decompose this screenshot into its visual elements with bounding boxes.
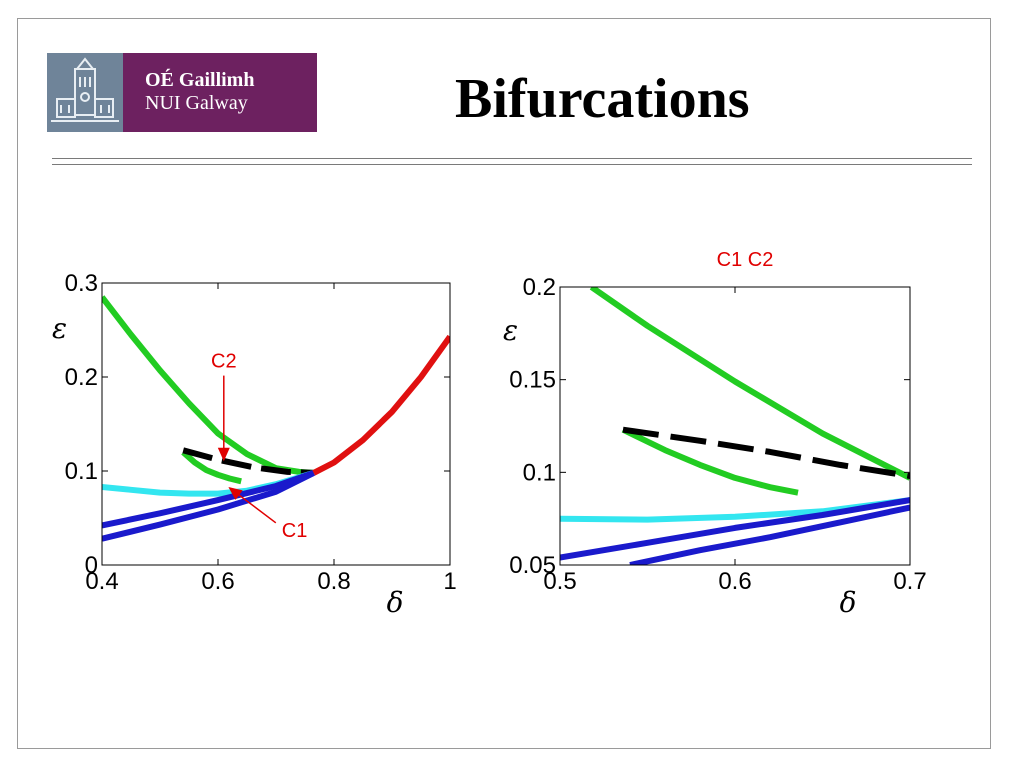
logo-line2: NUI Galway bbox=[145, 92, 248, 114]
series-line-blue-6 bbox=[629, 504, 910, 565]
annotation-c1: C1 bbox=[282, 520, 308, 542]
logo-text: OÉ Gaillimh NUI Galway bbox=[123, 53, 317, 132]
y-tick-label: 0.2 bbox=[65, 364, 98, 391]
chart-1: 0.4 0.6 0.8 1 0 0.1 0.2 0.3 δ ε C2 C1 bbox=[52, 270, 457, 619]
series-group bbox=[102, 295, 450, 542]
x-tick-label: 0.6 bbox=[201, 568, 234, 595]
x-tick-label: 0.8 bbox=[317, 568, 350, 595]
y-tick-label: 0.1 bbox=[65, 458, 98, 485]
slide-frame bbox=[17, 18, 991, 749]
annotation-c2: C2 bbox=[211, 351, 237, 373]
nui-galway-logo: OÉ Gaillimh NUI Galway bbox=[47, 53, 317, 132]
series-line-black-3 bbox=[622, 426, 910, 479]
series-line-red-7 bbox=[312, 334, 450, 476]
title-rule-bottom bbox=[52, 164, 972, 165]
series-line-blue-6 bbox=[102, 470, 316, 542]
x-axis-label: δ bbox=[387, 586, 404, 619]
logo-line1: OÉ Gaillimh bbox=[145, 69, 255, 91]
y-tick-label: 0.3 bbox=[65, 270, 98, 297]
plot-frame bbox=[101, 282, 451, 566]
series-group bbox=[560, 287, 910, 565]
plot-frame bbox=[559, 286, 911, 566]
y-tick-label: 0.05 bbox=[509, 552, 556, 579]
series-line-blue-5 bbox=[102, 470, 315, 529]
series-line-blue-5 bbox=[560, 497, 910, 561]
y-tick-label: 0 bbox=[85, 552, 98, 579]
y-tick-label: 0.15 bbox=[509, 367, 556, 394]
title-rule-top bbox=[52, 158, 972, 159]
tower-icon bbox=[47, 53, 123, 132]
series-line-green-1 bbox=[102, 295, 314, 476]
x-tick-label: 0.4 bbox=[85, 568, 118, 595]
y-tick-label: 0.2 bbox=[523, 274, 556, 301]
series-line-green-1 bbox=[589, 287, 910, 481]
y-axis-label: ε bbox=[52, 312, 67, 345]
series-line-green-2 bbox=[621, 427, 799, 496]
x-tick-label: 1 bbox=[443, 568, 456, 595]
x-axis-label: δ bbox=[840, 586, 857, 619]
chart-2: 0.5 0.6 0.7 0.05 0.1 0.15 0.2 δ ε C1 C2 bbox=[503, 249, 927, 619]
chart-title: C1 C2 bbox=[717, 249, 774, 271]
x-tick-label: 0.6 bbox=[718, 568, 751, 595]
x-tick-label: 0.5 bbox=[543, 568, 576, 595]
slide-title: Bifurcations bbox=[455, 68, 750, 130]
series-line-black-3 bbox=[182, 447, 314, 476]
annotation-arrow bbox=[228, 487, 277, 524]
y-axis-label: ε bbox=[503, 314, 518, 347]
series-line-green-2 bbox=[181, 449, 242, 485]
y-tick-label: 0.1 bbox=[523, 459, 556, 486]
x-tick-label: 0.7 bbox=[893, 568, 926, 595]
